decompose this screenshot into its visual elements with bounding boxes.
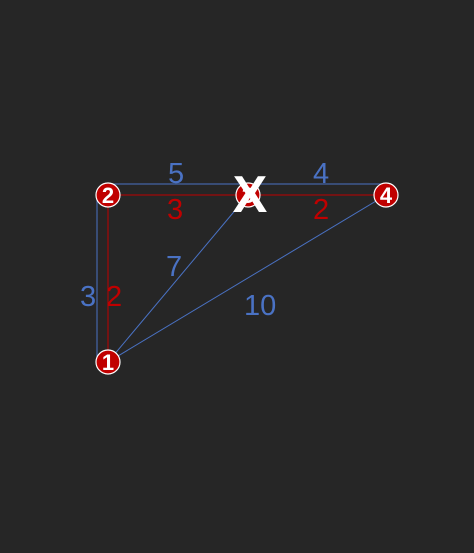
blue-weight-1-3: 7	[166, 251, 182, 283]
blue-weight-2-1: 3	[80, 281, 96, 313]
red-weight-2-1: 2	[106, 281, 122, 313]
node-2-label: 2	[102, 183, 114, 208]
node-1-label: 1	[102, 350, 114, 375]
cross-out-mark: X	[233, 166, 268, 224]
node-2: 2	[95, 182, 121, 208]
blue-edge-1-4	[107, 194, 387, 363]
red-weight-2-3: 3	[167, 194, 183, 226]
node-4: 4	[373, 182, 399, 208]
node-3: 3	[235, 182, 261, 208]
node-3-label: 3	[242, 183, 254, 208]
blue-weight-2-3: 5	[168, 158, 184, 190]
blue-weight-3-4: 4	[313, 158, 329, 190]
blue-edge-1-3	[107, 194, 249, 363]
red-weight-3-4: 2	[313, 194, 329, 226]
blue-weight-1-4: 10	[244, 290, 276, 322]
node-1: 1	[95, 349, 121, 375]
node-4-label: 4	[380, 183, 393, 208]
